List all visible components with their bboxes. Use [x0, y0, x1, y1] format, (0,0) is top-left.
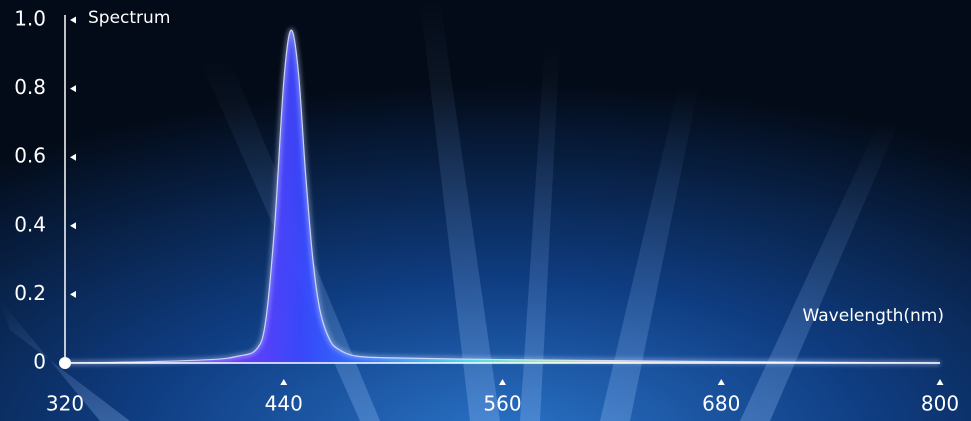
x-tick-label: 560	[483, 392, 521, 416]
y-tick-label: 0.8	[14, 75, 46, 99]
y-tick-mark	[70, 222, 76, 230]
y-tick-mark	[70, 16, 76, 24]
y-tick-mark	[70, 153, 76, 161]
y-tick-label: 0.6	[14, 144, 46, 168]
origin-dot	[59, 357, 71, 369]
y-tick-mark	[70, 290, 76, 298]
x-tick-mark	[280, 379, 288, 385]
y-tick-label: 0	[33, 350, 46, 374]
x-tick-label: 680	[702, 392, 740, 416]
spectrum-area	[65, 30, 940, 363]
y-tick-label: 0.2	[14, 281, 46, 305]
y-tick-label: 1.0	[14, 7, 46, 31]
y-axis-label: Spectrum	[88, 8, 170, 28]
x-tick-label: 320	[46, 392, 84, 416]
x-tick-mark	[936, 379, 944, 385]
x-tick-label: 440	[265, 392, 303, 416]
spectrum-line	[64, 29, 941, 364]
x-axis-label: Wavelength(nm)	[803, 306, 944, 326]
y-tick-label: 0.4	[14, 212, 46, 236]
y-tick-mark	[70, 85, 76, 93]
x-tick-mark	[717, 379, 725, 385]
x-tick-label: 800	[921, 392, 959, 416]
x-tick-mark	[499, 379, 506, 385]
plot	[64, 28, 941, 365]
